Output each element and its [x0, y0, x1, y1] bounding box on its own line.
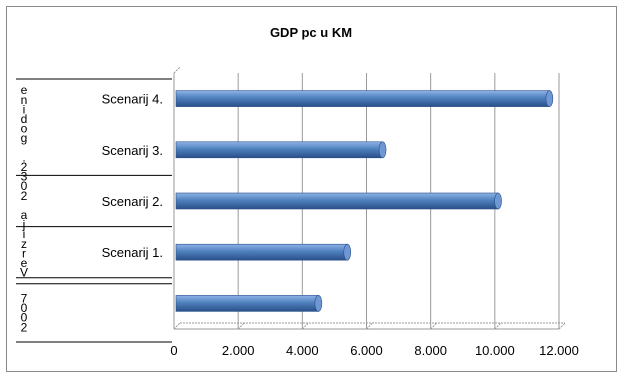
grid-depth-line — [301, 322, 309, 330]
bar-cap — [545, 90, 554, 107]
bar — [175, 295, 323, 312]
bar-cap — [378, 141, 387, 159]
grid-depth-line — [237, 322, 245, 330]
category-label: Scenarij 3. — [102, 143, 163, 158]
bar — [175, 90, 554, 107]
x-tick-label: 10.000 — [475, 343, 515, 358]
x-tick-label: 4.000 — [286, 343, 319, 358]
bar — [175, 243, 352, 261]
x-tick-label: 2.000 — [222, 343, 255, 358]
category-label: Scenarij 2. — [102, 194, 163, 209]
category-label: Scenarij 4. — [102, 92, 163, 107]
x-tick-label: 12.000 — [539, 343, 579, 358]
category-label: Scenarij 1. — [102, 245, 163, 260]
bar-body — [175, 90, 550, 107]
bar-cap — [494, 192, 502, 210]
bar — [175, 141, 387, 159]
x-tick-label: 0 — [170, 343, 177, 358]
chart-border — [6, 6, 617, 372]
bar-body — [175, 141, 383, 159]
bar-body — [175, 295, 319, 312]
grid-depth-line — [494, 322, 502, 330]
grid-depth-line — [366, 322, 373, 330]
bars-layer — [175, 90, 554, 312]
chart-title: GDP pc u KM — [270, 25, 352, 40]
grid-depth-line — [558, 322, 566, 330]
bar-cap — [343, 243, 352, 261]
category-axis: Scenarij 1. Scenarij 2. Scenarij 3. Scenari… — [16, 78, 172, 343]
grid-depth-line — [430, 322, 438, 330]
bar-body — [175, 192, 499, 210]
bar-chart: GDP pc u KM Scenarij 1.Scenarij 2.Scenar… — [6, 6, 617, 372]
chart-frame: GDP pc u KM Scenarij 1. Scenarij 2. Scenar… — [6, 6, 617, 372]
x-tick-label: 8.000 — [414, 343, 447, 358]
bar-cap — [314, 295, 323, 312]
bar — [175, 192, 502, 210]
corner-depth-edge — [173, 322, 181, 330]
wall-depth-edge — [173, 66, 181, 74]
x-tick-label: 6.000 — [350, 343, 383, 358]
x-axis-ticks: 0 2.000 4.000 6.000 8.000 10.000 12.000 — [170, 343, 579, 358]
bar-body — [175, 243, 348, 261]
